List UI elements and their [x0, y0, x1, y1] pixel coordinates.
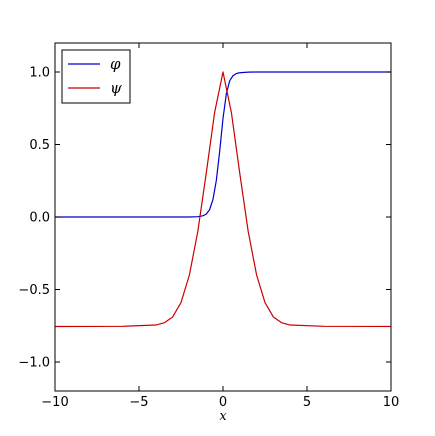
x-tick-label: −5: [129, 395, 148, 410]
y-tick-label: 0.5: [29, 138, 50, 153]
series-line-1: [54, 71, 392, 328]
legend-label-1: ψ: [110, 79, 122, 97]
x-tick-label: −10: [41, 395, 68, 410]
x-axis-label: x: [219, 409, 227, 424]
x-tick-label: 5: [303, 395, 311, 410]
legend-label-0: φ: [110, 55, 121, 73]
legend-box: [61, 49, 131, 104]
series-line-0: [55, 71, 391, 218]
legend: φψ: [61, 49, 131, 104]
series-layer: [54, 71, 392, 328]
y-tick-label: −0.5: [18, 283, 50, 298]
y-tick-label: 1.0: [29, 66, 50, 81]
x-tick-label: 10: [383, 395, 400, 410]
axes: −10 −5 0 5 10 −1.0 −0.5 0.0 0.5 1.0 x: [18, 42, 400, 424]
y-tick-label: 0.0: [29, 211, 50, 226]
y-tick-label: −1.0: [18, 356, 50, 371]
x-tick-label: 0: [219, 395, 227, 410]
